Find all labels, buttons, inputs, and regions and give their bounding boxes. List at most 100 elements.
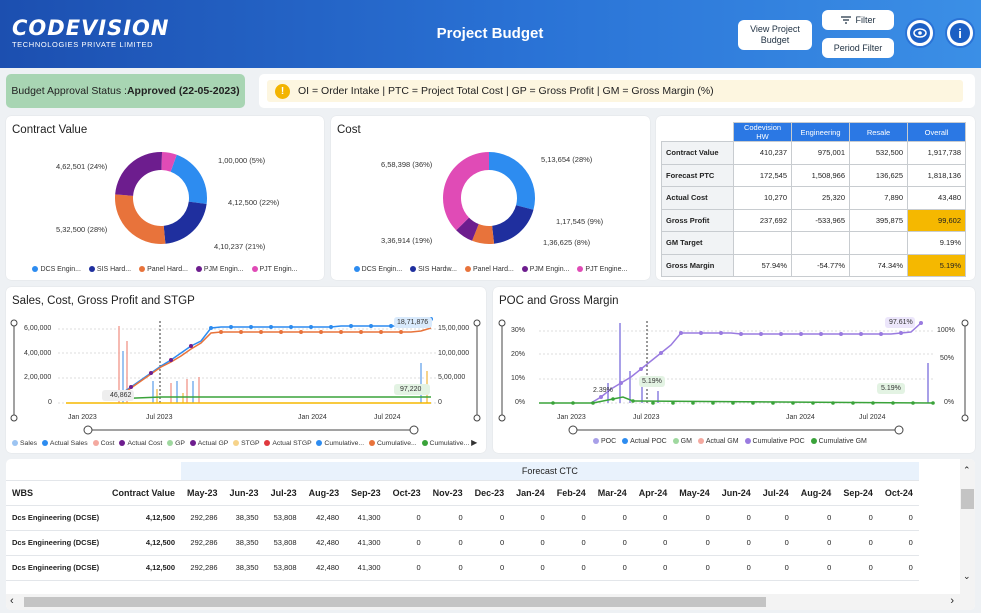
legend-label: PJT Engin...	[259, 266, 298, 273]
hscroll-thumb[interactable]	[24, 597, 766, 607]
table-cell: 0	[468, 555, 511, 581]
table-cell: 0	[386, 555, 427, 581]
poc-chart-plot[interactable]	[493, 311, 975, 453]
donut-slice[interactable]	[489, 152, 535, 210]
legend-next-icon[interactable]: ▶	[471, 438, 478, 447]
donut-slice[interactable]	[163, 201, 207, 244]
info-button[interactable]: i	[945, 18, 975, 48]
column-header[interactable]: Jun-23	[223, 480, 265, 506]
abbreviation-text: OI = Order Intake | PTC = Project Total …	[298, 85, 714, 97]
table-row[interactable]: Dcs Engineering (DCSE) 4,12,500 292,286 38,…	[6, 555, 919, 581]
column-header[interactable]: Feb-24	[550, 480, 592, 506]
legend-item[interactable]: PJT Engin...	[251, 266, 298, 273]
column-header[interactable]: Aug-23	[302, 480, 346, 506]
eye-button[interactable]	[905, 18, 935, 48]
donut-slice[interactable]	[472, 224, 495, 244]
column-header[interactable]: Apr-24	[632, 480, 674, 506]
cost-label-pjm: 1,17,545 (9%)	[556, 217, 604, 226]
legend-item[interactable]: PJM Engin...	[521, 266, 570, 273]
column-header[interactable]: Contract Value	[106, 480, 182, 506]
donut-slice[interactable]	[456, 217, 479, 241]
column-header[interactable]: Jan-24	[510, 480, 551, 506]
column-header[interactable]: Nov-23	[426, 480, 469, 506]
scroll-up-icon[interactable]: ⌃	[963, 465, 971, 475]
donut-slice[interactable]	[492, 205, 534, 244]
cv-label-pjm: 4,62,501 (24%)	[56, 162, 108, 171]
legend-label: Cumulative GM	[818, 438, 867, 445]
forecast-table-card: Forecast CTC WBS Contract Value May-23 Jun-…	[6, 459, 975, 610]
table-cell: 0	[468, 505, 511, 531]
column-header[interactable]: Oct-24	[878, 480, 919, 506]
cell: -533,965	[791, 208, 850, 232]
contract-value-title: Contract Value	[12, 124, 88, 136]
legend-item[interactable]: Panel Hard...	[139, 266, 188, 273]
legend-item[interactable]: SIS Hard...	[88, 266, 131, 273]
table-cell: Dcs Engineering (DCSE)	[6, 530, 106, 556]
poc-y-tick: 10%	[511, 375, 526, 382]
table-cell: 0	[550, 530, 592, 556]
row-label: Gross Profit	[661, 208, 734, 232]
sales-callout: 18,71,876	[397, 319, 429, 326]
table-cell: 41,300	[345, 530, 387, 556]
view-btn-line2: Budget	[760, 35, 790, 45]
contract-value-donut[interactable]	[113, 150, 209, 246]
column-header[interactable]: Jul-24	[756, 480, 795, 506]
cost-donut[interactable]	[441, 150, 537, 246]
column-header[interactable]: May-24	[673, 480, 716, 506]
column-header[interactable]: Sep-24	[837, 480, 879, 506]
cost-label-sis: 3,36,914 (19%)	[381, 236, 433, 245]
donut-slice[interactable]	[161, 152, 177, 172]
filter-icon	[840, 16, 851, 24]
column-header[interactable]: Oct-23	[386, 480, 427, 506]
horizontal-scrollbar[interactable]: ‹ ›	[6, 594, 960, 610]
scroll-right-icon[interactable]: ›	[950, 595, 954, 607]
table-cell: 0	[426, 555, 469, 581]
scroll-left-icon[interactable]: ‹	[10, 595, 14, 607]
scroll-thumb[interactable]	[961, 489, 974, 509]
table-row[interactable]: Dcs Engineering (DCSE) 4,12,500 292,286 38,…	[6, 505, 919, 531]
table-cell: 0	[837, 530, 879, 556]
cell: 1,508,966	[791, 163, 850, 187]
legend-item[interactable]: PJM Engin...	[195, 266, 244, 273]
column-header[interactable]: Mar-24	[591, 480, 633, 506]
legend-label: Cumulative...	[324, 440, 365, 447]
table-cell: 0	[632, 530, 674, 556]
table-cell: 0	[632, 555, 674, 581]
table-cell: 41,300	[345, 555, 387, 581]
cell: 1,917,738	[907, 141, 966, 165]
column-header[interactable]: Jul-23	[264, 480, 303, 506]
col-header: Engineering	[791, 122, 850, 142]
legend-item[interactable]: SIS Hardw...	[410, 266, 457, 273]
legend-item[interactable]: Panel Hard...	[464, 266, 514, 273]
column-header[interactable]: Sep-23	[345, 480, 387, 506]
column-header[interactable]: WBS	[6, 480, 106, 506]
column-header[interactable]: Jun-24	[715, 480, 757, 506]
table-cell: 4,12,500	[106, 530, 182, 556]
legend-label: PJM Engin...	[529, 266, 570, 273]
vertical-scrollbar[interactable]: ⌃ ⌄	[960, 459, 975, 610]
legend-item[interactable]: DCS Engin...	[32, 266, 81, 273]
column-header[interactable]: May-23	[181, 480, 224, 506]
scroll-down-icon[interactable]: ⌄	[963, 571, 971, 581]
donut-slice[interactable]	[170, 154, 207, 204]
legend-item[interactable]: DCS Engin...	[353, 266, 402, 273]
period-filter-button[interactable]: Period Filter	[822, 38, 894, 58]
filter-button[interactable]: Filter	[822, 10, 894, 30]
table-cell: 0	[673, 530, 716, 556]
table-cell: 0	[878, 505, 919, 531]
donut-slice[interactable]	[443, 152, 489, 231]
legend-item[interactable]: PJT Engine...	[577, 266, 627, 273]
donut-slice[interactable]	[115, 194, 166, 244]
sales-chart-plot[interactable]	[6, 311, 486, 453]
cell: 395,875	[849, 208, 908, 232]
view-project-budget-button[interactable]: View Project Budget	[738, 20, 812, 50]
legend-label: GP	[175, 440, 185, 447]
donut-slice[interactable]	[115, 152, 163, 196]
column-header[interactable]: Dec-23	[468, 480, 511, 506]
legend-label: Actual Sales	[49, 440, 88, 447]
sales-x-tick: Jul 2024	[374, 414, 401, 421]
cell: -54.77%	[791, 253, 850, 277]
table-row[interactable]: Dcs Engineering (DCSE) 4,12,500 292,286 38,…	[6, 530, 919, 556]
column-header[interactable]: Aug-24	[794, 480, 838, 506]
table-cell: 0	[591, 530, 633, 556]
